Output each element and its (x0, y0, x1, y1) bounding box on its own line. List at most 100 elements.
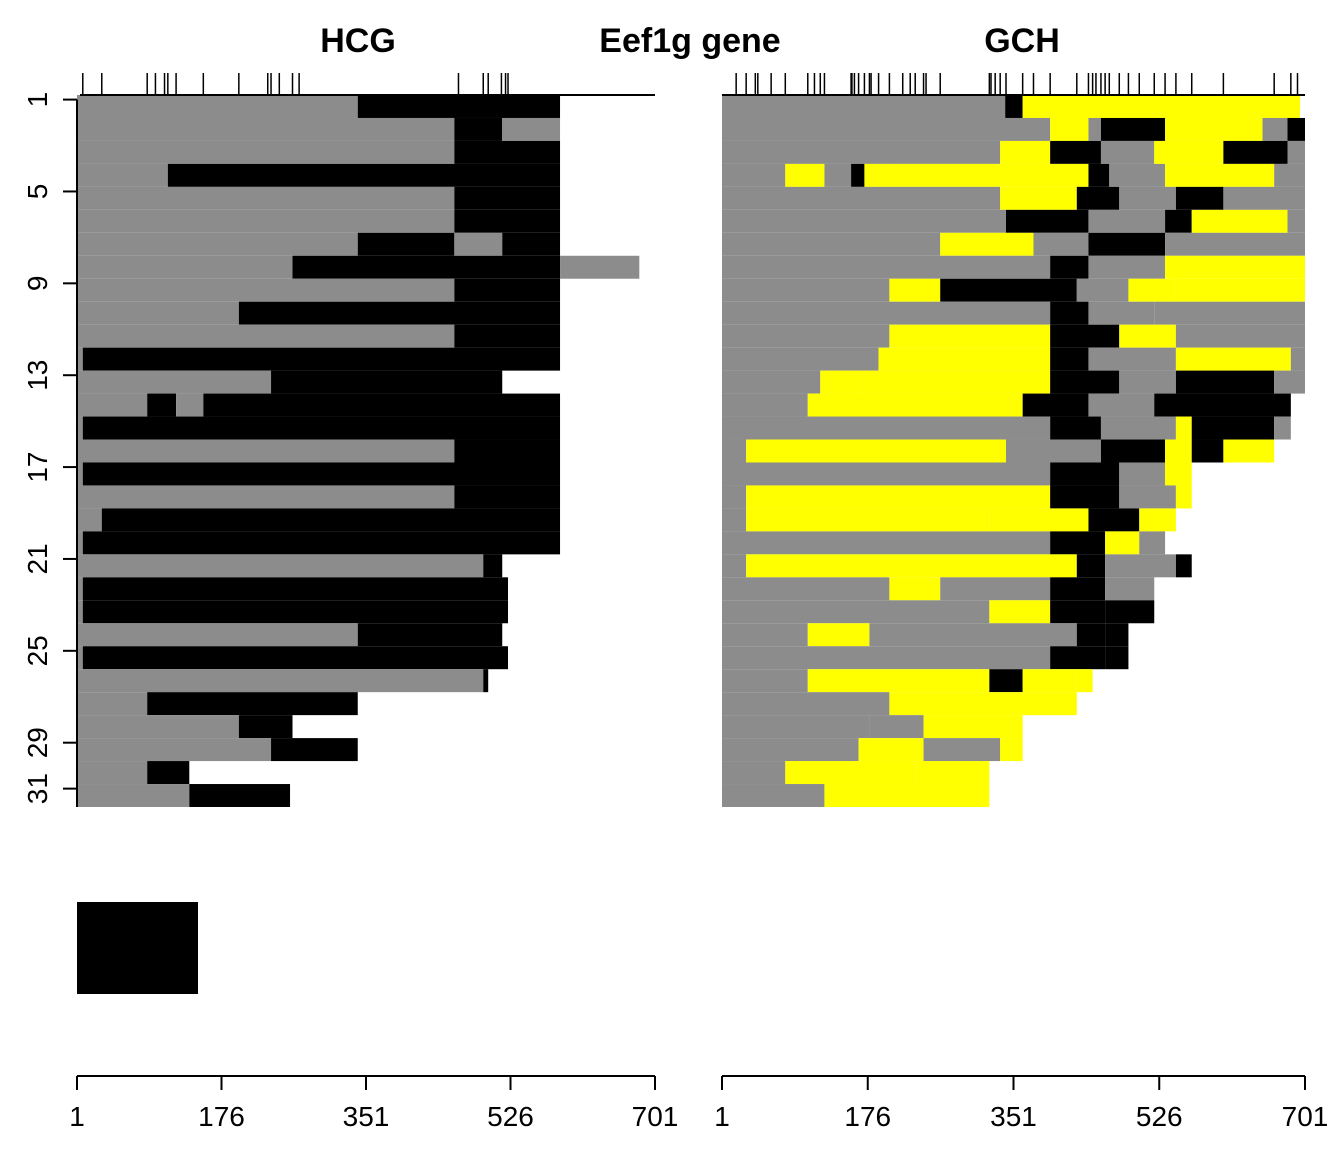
heatmap-cell (1076, 669, 1093, 693)
heatmap-cell (1050, 416, 1101, 440)
heatmap-cell (483, 554, 503, 578)
heatmap-cell (82, 347, 561, 371)
heatmap-cell (1105, 646, 1129, 670)
heatmap-cell (1165, 209, 1192, 233)
heatmap-cell (77, 209, 455, 233)
heatmap-cell (77, 370, 272, 394)
heatmap-cell (824, 163, 852, 187)
heatmap-cell (746, 508, 990, 532)
heatmap-cell (1119, 462, 1166, 486)
heatmap-cell (238, 715, 293, 739)
heatmap-cell (722, 623, 808, 647)
heatmap-cell (722, 140, 1001, 164)
heatmap-cell (82, 462, 561, 486)
heatmap-cell (77, 393, 148, 417)
heatmap-cell (1287, 117, 1305, 141)
heatmap-cell (357, 95, 561, 118)
heatmap-cell (1105, 531, 1140, 555)
heatmap-cell (722, 232, 941, 256)
heatmap-cell (1033, 232, 1089, 256)
heatmap-cell (1022, 95, 1300, 118)
heatmap-cell (1088, 209, 1166, 233)
heatmap-cell (807, 669, 990, 693)
heatmap-cell (1262, 117, 1288, 141)
heatmap-cell (722, 738, 859, 762)
heatmap-cell (1088, 255, 1166, 279)
panel-title-hcg: HCG (320, 22, 396, 60)
heatmap-cell (77, 140, 455, 164)
heatmap-cell (1050, 117, 1089, 141)
heatmap-cell (722, 554, 747, 578)
heatmap-cell (923, 738, 1001, 762)
heatmap-cell (820, 370, 859, 394)
heatmap-cell (1105, 600, 1155, 624)
heatmap-cell (1175, 485, 1192, 509)
heatmap-cell (1119, 370, 1176, 394)
heatmap-cell (82, 646, 509, 670)
heatmap-cell (722, 416, 1051, 440)
panel-title-gch: GCH (984, 22, 1060, 60)
heatmap-cell (1050, 301, 1089, 325)
heatmap-cell (77, 508, 102, 532)
x-tick-label: 1 (69, 1101, 85, 1132)
heatmap-cell (1274, 370, 1305, 394)
heatmap-cell (1022, 669, 1077, 693)
heatmap-cell (722, 393, 808, 417)
heatmap-cell (77, 669, 484, 693)
heatmap-cell (722, 278, 890, 302)
heatmap-cell (1223, 140, 1288, 164)
heatmap-cell (722, 324, 890, 348)
heatmap-cell (189, 784, 291, 807)
heatmap-cell (77, 646, 83, 670)
heatmap-cell (77, 439, 455, 463)
heatmap-cell (1175, 324, 1305, 348)
heatmap-cell (940, 232, 1034, 256)
heatmap-cell (1109, 163, 1166, 187)
heatmap-cell (722, 117, 1051, 141)
heatmap-cell (722, 209, 1006, 233)
heatmap-cell (77, 186, 455, 210)
legend-swatch (77, 902, 198, 994)
heatmap-cell (77, 324, 455, 348)
heatmap-cell (785, 163, 825, 187)
heatmap-cell (1050, 370, 1120, 394)
heatmap-cell (1287, 140, 1305, 164)
x-tick-label: 351 (990, 1101, 1037, 1132)
heatmap-cell (1076, 623, 1106, 647)
heatmap-cell (722, 301, 1051, 325)
heatmap-cell (869, 715, 924, 739)
heatmap-cell (77, 531, 83, 555)
heatmap-cell (889, 324, 1051, 348)
heatmap-cell (722, 784, 825, 807)
heatmap-cell (357, 232, 455, 256)
heatmap-cell (1050, 485, 1120, 509)
heatmap-cell (1100, 416, 1176, 440)
heatmap-cell (1287, 209, 1305, 233)
x-tick-label: 176 (844, 1101, 891, 1132)
heatmap-cell (1154, 301, 1305, 325)
heatmap-cell (147, 393, 177, 417)
heatmap-cell (560, 255, 640, 279)
heatmap-cell (1175, 278, 1305, 302)
row-tick-label: 5 (22, 184, 53, 200)
heatmap-cell (1191, 439, 1224, 463)
heatmap-cell (454, 278, 561, 302)
heatmap-cell (77, 232, 358, 256)
heatmap-cell (77, 554, 484, 578)
heatmap-cell (1088, 117, 1101, 141)
row-tick-label: 17 (22, 451, 53, 482)
heatmap-cell (889, 163, 1089, 187)
heatmap-cell (864, 163, 890, 187)
heatmap-cell (989, 669, 1023, 693)
heatmap-cell (483, 669, 489, 693)
heatmap-cell (889, 577, 941, 601)
heatmap-cell (1050, 347, 1089, 371)
heatmap-cell (454, 209, 561, 233)
heatmap-cell (858, 370, 1051, 394)
row-tick-label: 31 (22, 773, 53, 804)
heatmap-cell (722, 715, 870, 739)
row-tick-label: 13 (22, 360, 53, 391)
heatmap-cell (1175, 554, 1192, 578)
heatmap-cell (858, 738, 924, 762)
